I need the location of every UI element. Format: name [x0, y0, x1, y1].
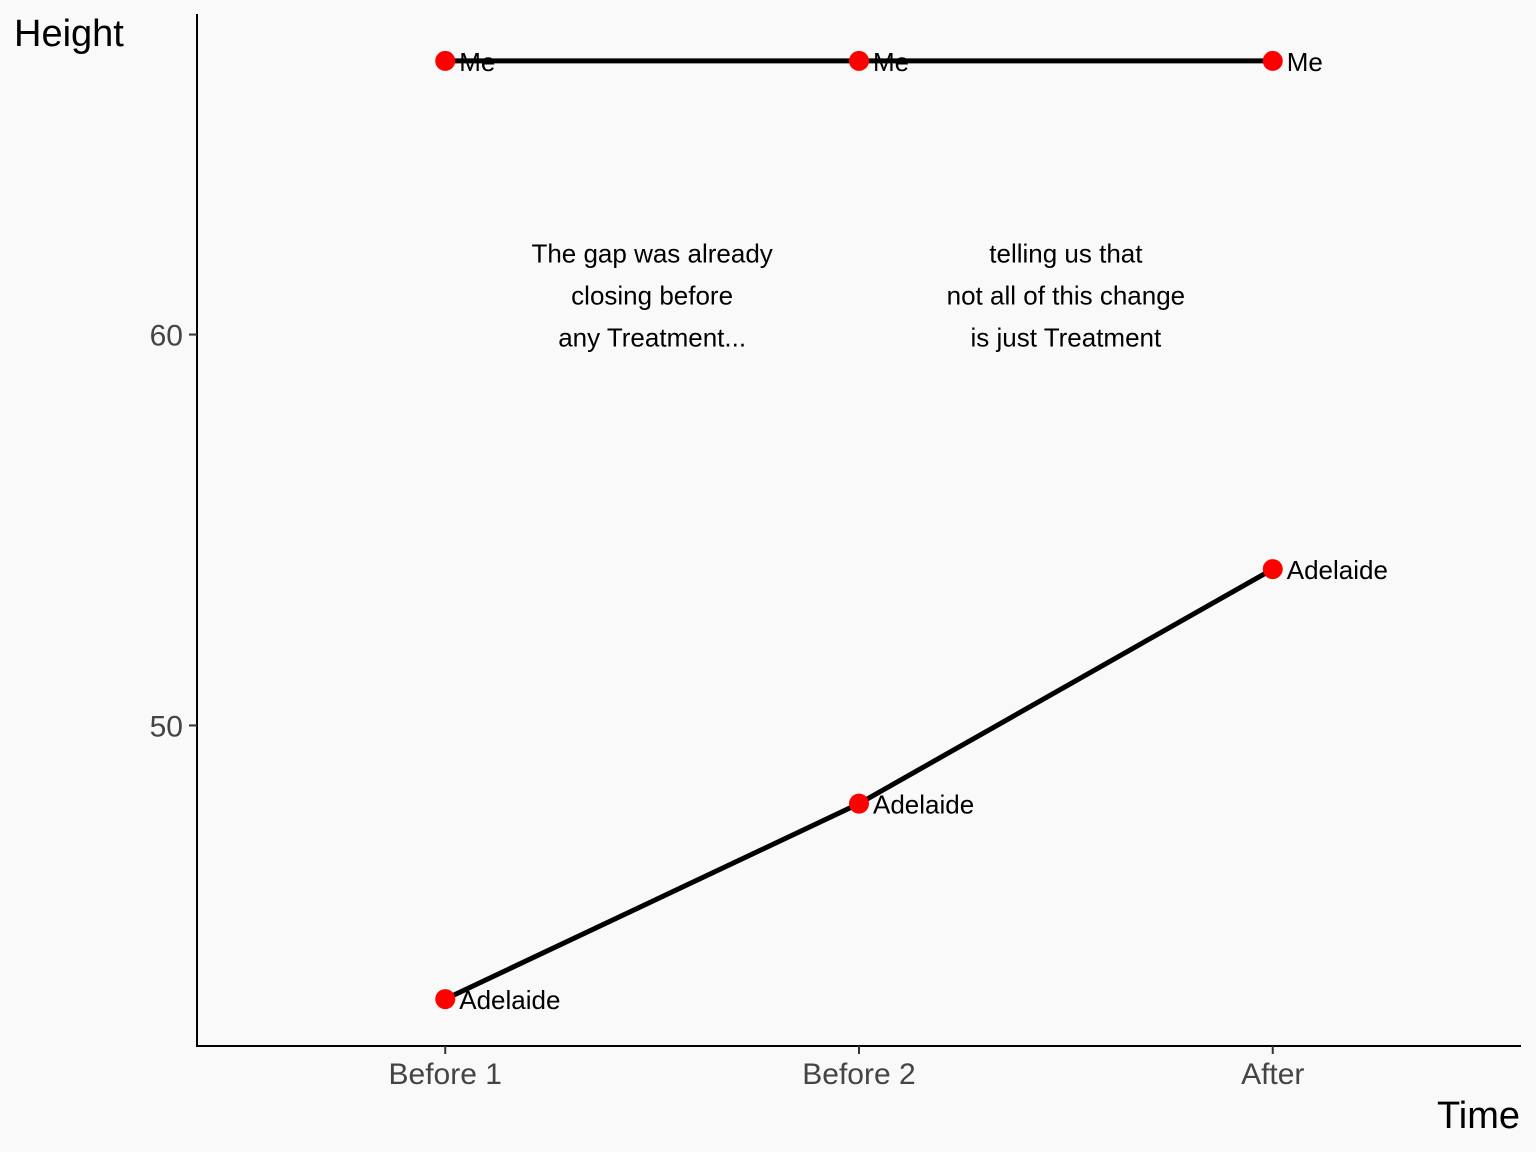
x-tick-label: Before 1	[389, 1058, 502, 1091]
data-point	[1262, 559, 1283, 580]
point-label: Me	[873, 47, 909, 77]
point-label: Adelaide	[873, 790, 974, 820]
annotation-line: not all of this change	[947, 280, 1186, 310]
data-point	[435, 989, 456, 1010]
annotation-line: telling us that	[989, 238, 1143, 268]
point-label: Me	[1287, 47, 1323, 77]
point-labels: Me Me Me Adelaide Adelaide Adelaide	[459, 47, 1388, 1015]
data-point	[849, 793, 869, 814]
annotation-line: The gap was already	[531, 238, 772, 268]
y-tick-label: 60	[150, 320, 183, 353]
point-label: Adelaide	[1287, 555, 1388, 585]
annotation-line: is just Treatment	[971, 322, 1163, 352]
y-axis-title: Height	[14, 13, 124, 55]
data-point	[1262, 50, 1283, 71]
annotation-text: The gap was already closing before any Tre…	[531, 238, 772, 352]
data-point	[435, 50, 456, 71]
annotations: The gap was already closing before any Tre…	[531, 238, 1185, 352]
annotation-text: telling us that not all of this change is …	[947, 238, 1186, 352]
x-tick-label: Before 2	[802, 1058, 915, 1091]
annotation-line: closing before	[571, 280, 733, 310]
x-ticks: Before 1 Before 2 After	[389, 1046, 1304, 1091]
series-points	[435, 50, 1283, 1010]
annotation-line: any Treatment...	[558, 322, 746, 352]
point-label: Adelaide	[459, 985, 560, 1015]
x-axis-title: Time	[1437, 1095, 1520, 1137]
data-point	[849, 50, 869, 71]
x-tick-label: After	[1241, 1058, 1304, 1091]
point-label: Me	[459, 47, 495, 77]
y-ticks: 50 60	[150, 320, 197, 743]
y-tick-label: 50	[150, 710, 183, 743]
